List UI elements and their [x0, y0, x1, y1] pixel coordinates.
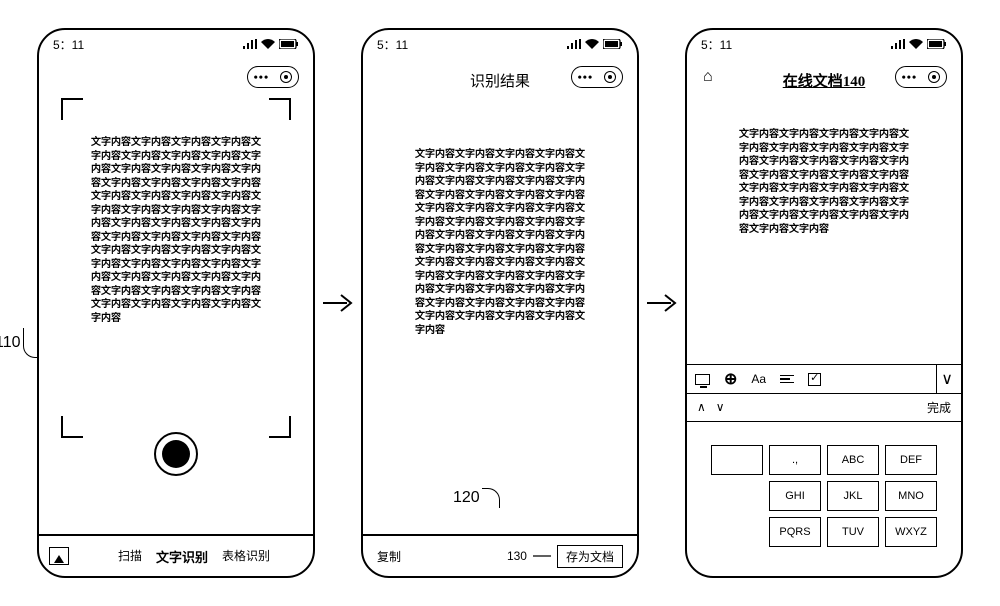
signal-icon: [891, 39, 905, 49]
page-title: 识别结果: [470, 70, 530, 91]
save-group: 130 存为文档: [507, 545, 623, 568]
toolbar-right: ∨: [932, 365, 953, 393]
flow-arrow-2: [645, 283, 679, 323]
keypad-key[interactable]: .,: [769, 445, 821, 475]
wifi-icon: [585, 39, 599, 49]
keypad-key[interactable]: [711, 445, 763, 475]
status-icons: [891, 39, 947, 49]
keypad-key[interactable]: JKL: [827, 481, 879, 511]
status-bar: 5：11: [363, 30, 637, 58]
viewfinder-corner: [61, 416, 83, 438]
save-as-doc-button[interactable]: 存为文档: [557, 545, 623, 568]
screen1-wrapper: 110 5：11 •••: [37, 28, 315, 578]
gallery-icon[interactable]: [49, 547, 69, 565]
screen1-body: 文字内容文字内容文字内容文字内容文字内容文字内容文字内容文字内容文字内容文字内容…: [39, 58, 313, 534]
tab-scan[interactable]: 扫描: [118, 547, 142, 566]
done-button[interactable]: 完成: [927, 399, 951, 416]
status-icons: [243, 39, 299, 49]
expand-icon[interactable]: ∨: [941, 369, 953, 389]
doc-content-area: 文字内容文字内容文字内容文字内容文字内容文字内容文字内容文字内容文字内容文字内容…: [687, 98, 961, 236]
viewfinder-corner: [269, 416, 291, 438]
status-time: 5：11: [377, 36, 408, 53]
keyboard-header: ∧ ∨ 完成: [687, 394, 961, 422]
signal-icon: [243, 39, 257, 49]
down-arrow-icon[interactable]: ∨: [716, 400, 725, 415]
keypad-key[interactable]: ABC: [827, 445, 879, 475]
keypad-grid: .,ABCDEF GHIJKLMNO PQRSTUVWXYZ: [711, 445, 937, 547]
status-icons: [567, 39, 623, 49]
recognized-text-block: 文字内容文字内容文字内容文字内容文字内容文字内容文字内容文字内容文字内容文字内容…: [415, 148, 585, 337]
tab-text-recognition[interactable]: 文字识别: [156, 547, 208, 566]
callout-120: 120: [453, 488, 500, 508]
nav-arrows: ∧ ∨: [697, 400, 725, 415]
page-title: 在线文档140: [783, 70, 866, 91]
callout-hook: [482, 488, 500, 508]
display-icon[interactable]: [695, 374, 710, 385]
tab-table-recognition[interactable]: 表格识别: [222, 547, 270, 566]
keypad-key[interactable]: WXYZ: [885, 517, 937, 547]
callout-130-num: 130: [507, 549, 527, 563]
title-bar: ⌂ 在线文档140: [687, 62, 961, 98]
callout-arrow: [533, 552, 551, 560]
screen2-wrapper: 5：11 ••• 识别结果 文字内容文字内容文字内容文字内容文字内容文字内容文字…: [361, 28, 639, 578]
home-icon[interactable]: ⌂: [703, 68, 713, 86]
signal-icon: [567, 39, 581, 49]
status-time: 5：11: [53, 36, 84, 53]
shutter-button[interactable]: [154, 432, 198, 476]
wifi-icon: [261, 39, 275, 49]
battery-icon: [603, 39, 623, 49]
screen3-body: 文字内容文字内容文字内容文字内容文字内容文字内容文字内容文字内容文字内容文字内容…: [687, 98, 961, 576]
font-icon[interactable]: Aa: [751, 372, 766, 386]
keypad-key[interactable]: MNO: [885, 481, 937, 511]
viewfinder-corner: [61, 98, 83, 120]
keypad-key[interactable]: TUV: [827, 517, 879, 547]
camera-viewfinder: 文字内容文字内容文字内容文字内容文字内容文字内容文字内容文字内容文字内容文字内容…: [61, 98, 291, 438]
checklist-icon[interactable]: [808, 373, 821, 386]
plus-icon[interactable]: ⊕: [724, 369, 737, 389]
viewfinder-corner: [269, 98, 291, 120]
keypad-key[interactable]: PQRS: [769, 517, 821, 547]
status-bar: 5：11: [687, 30, 961, 58]
figure-root: 110 5：11 •••: [37, 28, 963, 578]
captured-text-block: 文字内容文字内容文字内容文字内容文字内容文字内容文字内容文字内容文字内容文字内容…: [91, 136, 261, 325]
bottom-action-bar: 复制 130 存为文档: [363, 534, 637, 576]
toolbar-tools: ⊕ Aa: [695, 369, 821, 389]
screen2-body: 文字内容文字内容文字内容文字内容文字内容文字内容文字内容文字内容文字内容文字内容…: [363, 98, 637, 534]
flow-arrow-1: [321, 283, 355, 323]
callout-120-num: 120: [453, 489, 480, 507]
align-icon[interactable]: [780, 375, 794, 384]
toolbar-divider: [936, 365, 938, 393]
phone-screen-1: 5：11 ••• 文字内容文字内容文字内容文字内容文字内容文字内容文字内容文字内…: [37, 28, 315, 578]
editor-toolbar: ⊕ Aa ∨: [687, 364, 961, 394]
bottom-tab-bar: 扫描 文字识别 表格识别: [39, 534, 313, 576]
battery-icon: [279, 39, 299, 49]
tab-row: 扫描 文字识别 表格识别: [85, 547, 303, 566]
status-bar: 5：11: [39, 30, 313, 58]
phone-screen-3: 5：11 ••• ⌂ 在线文档140 文字内容文字内容文字内容文字内容文字内容文…: [685, 28, 963, 578]
document-text-block[interactable]: 文字内容文字内容文字内容文字内容文字内容文字内容文字内容文字内容文字内容文字内容…: [739, 128, 909, 236]
title-bar: 识别结果: [363, 62, 637, 98]
battery-icon: [927, 39, 947, 49]
screen3-wrapper: 5：11 ••• ⌂ 在线文档140 文字内容文字内容文字内容文字内容文字内容文…: [685, 28, 963, 578]
keypad-key[interactable]: GHI: [769, 481, 821, 511]
keypad: .,ABCDEF GHIJKLMNO PQRSTUVWXYZ: [687, 422, 961, 576]
wifi-icon: [909, 39, 923, 49]
up-arrow-icon[interactable]: ∧: [697, 400, 706, 415]
phone-screen-2: 5：11 ••• 识别结果 文字内容文字内容文字内容文字内容文字内容文字内容文字…: [361, 28, 639, 578]
keypad-key[interactable]: DEF: [885, 445, 937, 475]
copy-button[interactable]: 复制: [377, 548, 401, 565]
status-time: 5：11: [701, 36, 732, 53]
callout-110-num: 110: [0, 334, 21, 352]
